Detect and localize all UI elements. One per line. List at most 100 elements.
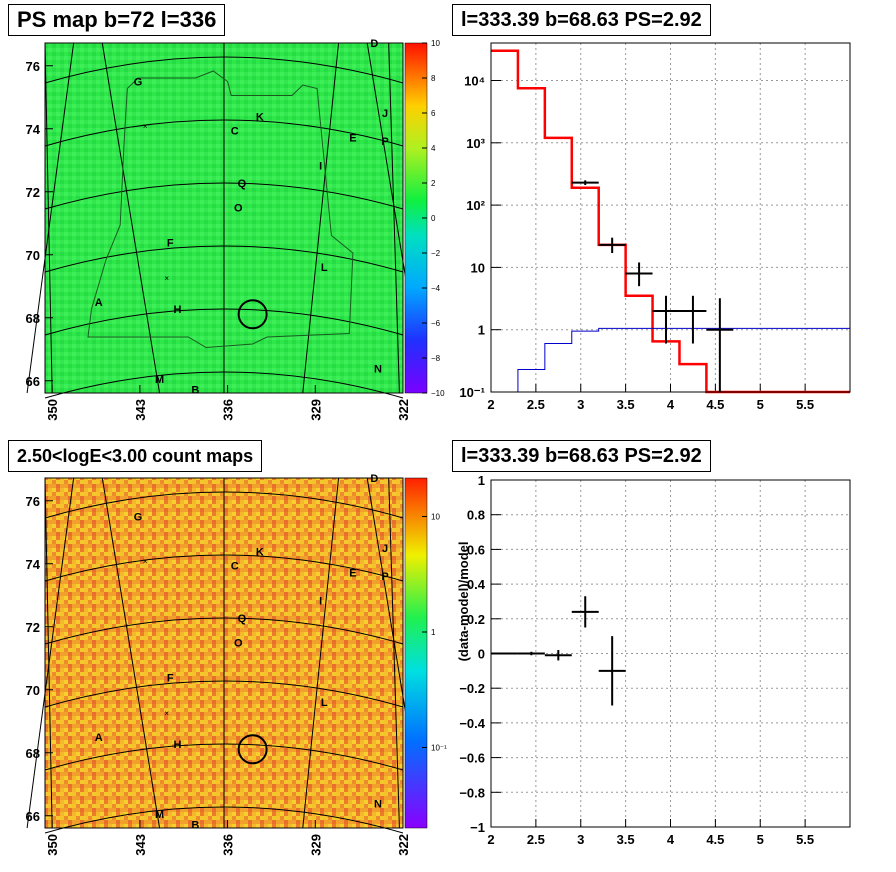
colorbar-label: −2 (431, 249, 441, 258)
y-tick-label: 0.6 (467, 542, 485, 557)
region-label-i: I (319, 596, 322, 608)
map-frame (44, 477, 404, 829)
y-tick-label: 70 (26, 248, 40, 263)
region-label-q: Q (238, 613, 247, 625)
y-tick-label: 74 (26, 122, 41, 137)
y-tick-label: 66 (26, 374, 40, 389)
region-label-d: D (370, 38, 378, 50)
plot-frame (490, 479, 851, 828)
y-tick-label: 10² (466, 198, 485, 213)
colorbar-label: 6 (431, 109, 436, 118)
y-tick-label: 10 (471, 260, 485, 275)
x-tick-label: 3 (577, 832, 584, 847)
colorbar (405, 478, 427, 828)
region-label-d: D (370, 473, 378, 485)
colorbar-label: 2 (431, 179, 436, 188)
longitude-line (26, 42, 75, 394)
cross-marker: × (164, 274, 169, 283)
x-tick-label: 336 (221, 834, 236, 856)
x-tick-label: 343 (133, 834, 148, 856)
y-tick-label: −0.8 (459, 785, 485, 800)
longitude-line (302, 477, 340, 829)
region-label-l: L (321, 697, 328, 709)
y-tick-label: 10³ (466, 136, 485, 151)
cross-marker: × (164, 709, 169, 718)
colorbar-label: −6 (431, 319, 441, 328)
region-label-n: N (374, 799, 382, 811)
region-label-o: O (234, 203, 243, 215)
region-label-l: L (321, 262, 328, 274)
source-circle (237, 299, 268, 330)
region-label-f: F (167, 673, 174, 685)
colorbar-label: 4 (431, 144, 436, 153)
region-label-e: E (349, 133, 356, 145)
y-axis-label: (data-model)/model (456, 541, 471, 661)
region-label-h: H (173, 739, 181, 751)
count-map-title: 2.50<logE<3.00 count maps (8, 440, 263, 472)
region-label-b: B (191, 820, 199, 832)
x-tick-label: 3.5 (617, 832, 635, 847)
residual-title: l=333.39 b=68.63 PS=2.92 (452, 440, 711, 472)
longitude-line (44, 42, 53, 394)
region-label-c: C (231, 561, 239, 573)
colorbar-label: 10 (431, 39, 440, 48)
y-tick-label: 72 (26, 185, 40, 200)
region-label-m: M (155, 809, 164, 821)
cross-marker: × (143, 122, 148, 131)
x-tick-label: 2.5 (527, 397, 545, 412)
y-tick-label: 0.2 (467, 612, 485, 627)
plot-area (491, 480, 850, 827)
y-tick-label: 66 (26, 809, 40, 824)
x-tick-label: 350 (45, 834, 60, 856)
y-tick-label: 68 (26, 311, 40, 326)
y-tick-label: 0.8 (467, 508, 485, 523)
y-tick-label: 68 (26, 746, 40, 761)
plot-frame (490, 42, 851, 393)
y-tick-label: 1 (478, 473, 485, 488)
longitude-line (44, 477, 53, 829)
x-tick-label: 3 (577, 397, 584, 412)
x-tick-label: 329 (308, 834, 323, 856)
x-tick-label: 5.5 (796, 397, 814, 412)
y-tick-label: 76 (26, 59, 40, 74)
x-tick-label: 350 (45, 399, 60, 421)
region-label-k: K (256, 112, 264, 124)
region-label-g: G (134, 512, 143, 524)
region-label-e: E (349, 568, 356, 580)
source-histogram (517, 327, 850, 392)
x-tick-label: 5 (757, 832, 764, 847)
y-tick-label: −0.2 (459, 681, 485, 696)
x-tick-label: 4.5 (706, 832, 724, 847)
colorbar-label: 8 (431, 74, 436, 83)
region-label-n: N (374, 364, 382, 376)
longitude-line (388, 477, 400, 829)
ps-map-title: PS map b=72 l=336 (8, 4, 226, 36)
y-tick-label: 10⁻¹ (459, 385, 485, 400)
x-tick-label: 322 (396, 834, 411, 856)
longitude-line (26, 477, 75, 829)
y-tick-label: −0.6 (459, 751, 485, 766)
region-label-c: C (231, 126, 239, 138)
x-tick-label: 322 (396, 399, 411, 421)
colorbar (405, 43, 427, 393)
exposure-contour (87, 70, 354, 349)
count-map-panel: D G K J C E P I Q O F L A H M N B × × 76 74 72 70 68 66 350 343 336… (26, 473, 448, 856)
x-tick-label: 2 (487, 832, 494, 847)
colorbar-label: −10 (431, 389, 445, 398)
y-tick-label: 72 (26, 620, 40, 635)
x-tick-label: 4 (667, 832, 675, 847)
x-tick-label: 5 (757, 397, 764, 412)
y-tick-label: 0.4 (467, 577, 486, 592)
y-tick-label: 76 (26, 494, 40, 509)
region-label-h: H (173, 304, 181, 316)
longitude-line (388, 42, 400, 394)
colorbar-label: −4 (431, 284, 441, 293)
x-tick-label: 4 (667, 397, 675, 412)
colorbar-label: 10 (431, 513, 440, 522)
x-tick-label: 336 (221, 399, 236, 421)
x-tick-label: 343 (133, 399, 148, 421)
region-label-b: B (191, 385, 199, 397)
y-tick-label: −0.4 (459, 716, 485, 731)
